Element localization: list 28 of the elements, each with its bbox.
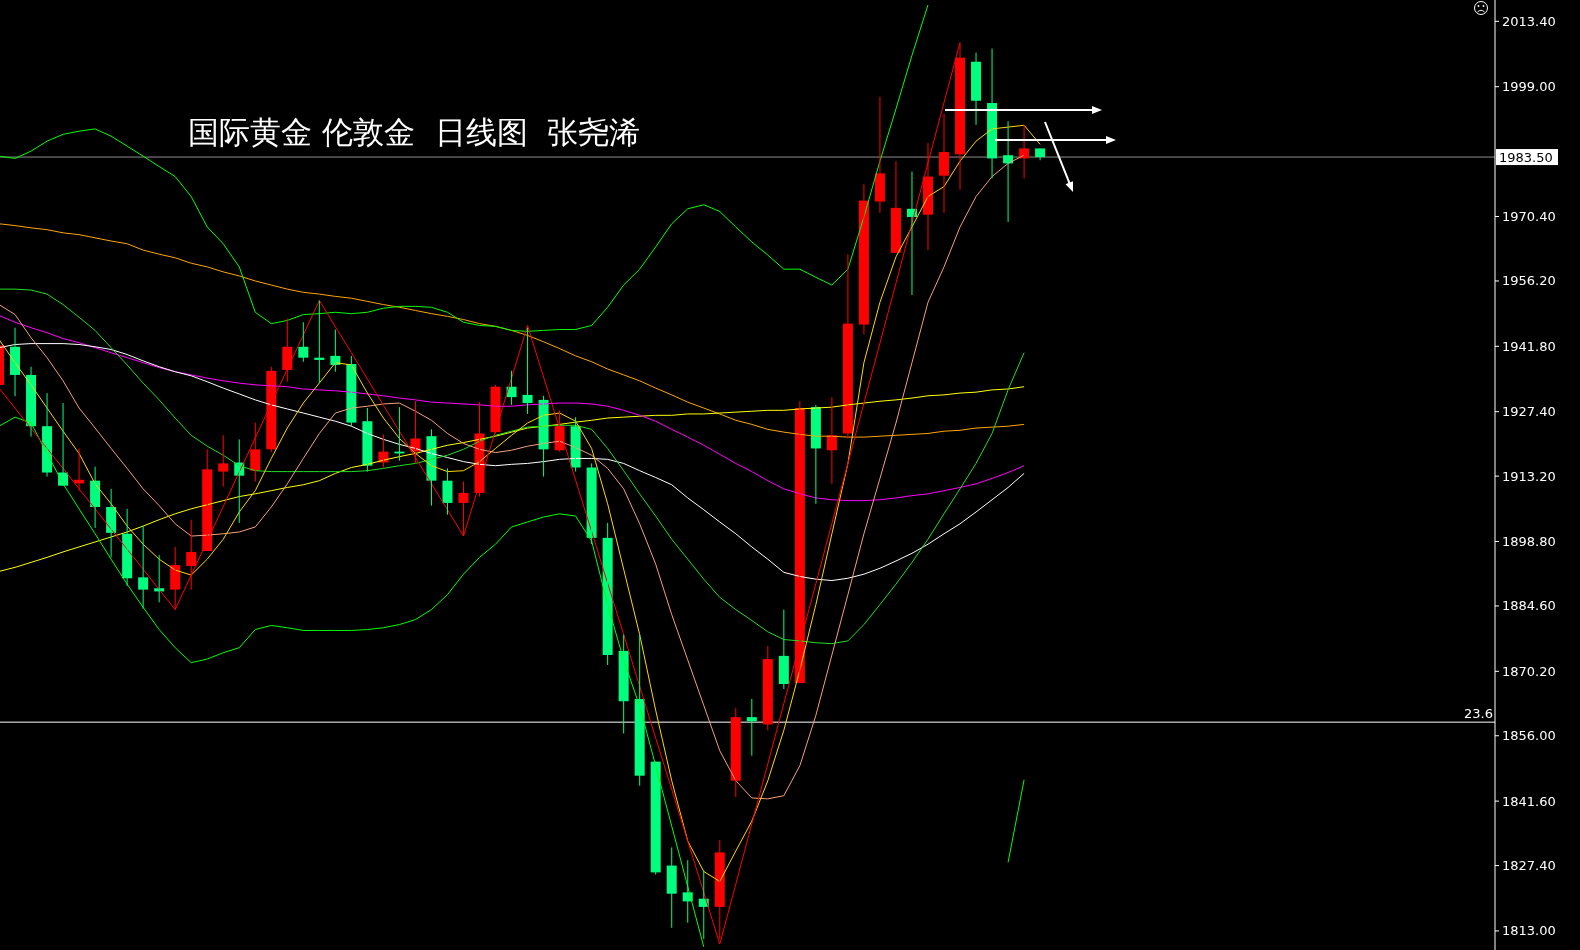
- candlestick: [666, 846, 677, 929]
- line-series: [0, 288, 1025, 645]
- y-tick-label: 1898.80: [1502, 534, 1556, 549]
- y-tick-label: 1999.00: [1502, 79, 1556, 95]
- y-tick-label: 1927.40: [1502, 404, 1556, 420]
- y-tick-label: 1956.20: [1502, 273, 1556, 289]
- text: 国际黄金 伦敦金 日线图 张尧浠: [188, 114, 641, 150]
- candlestick: [218, 434, 229, 488]
- y-tick-label: 1856.00: [1502, 728, 1556, 744]
- y-tick-label: 1913.20: [1502, 468, 1556, 484]
- line-series: [0, 386, 1025, 572]
- candlestick: [458, 481, 469, 537]
- ref-line-label: 1983.50: [1499, 149, 1553, 165]
- candlestick: [298, 321, 309, 363]
- y-tick-label: 1884.60: [1502, 598, 1556, 614]
- candlestick: [138, 525, 149, 610]
- candlestick: [778, 609, 789, 690]
- y-tick-label: 1970.40: [1502, 209, 1556, 225]
- y-tick-label: 1841.60: [1502, 793, 1556, 809]
- y-tick-label: 2013.40: [1502, 13, 1556, 29]
- line-series: [0, 4, 929, 332]
- y-tick-label: 1870.20: [1502, 663, 1556, 679]
- annotation: 23.6: [1464, 706, 1493, 722]
- y-tick-label: 1813.00: [1502, 923, 1556, 939]
- line-series: [0, 314, 1025, 502]
- line-series: [0, 343, 1025, 582]
- y-tick-label: 1941.80: [1502, 338, 1556, 354]
- y-tick-label: 1827.40: [1502, 858, 1556, 874]
